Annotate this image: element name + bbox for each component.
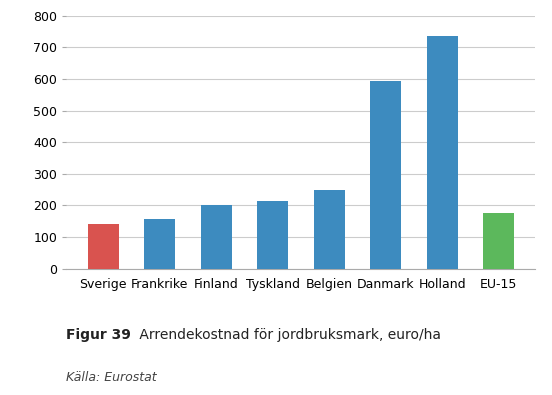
Bar [483, 213, 514, 269]
Bar [257, 201, 288, 269]
Bar [370, 81, 401, 269]
Text: Figur 39: Figur 39 [66, 328, 131, 342]
Bar [88, 224, 119, 269]
Bar [314, 190, 344, 269]
Bar [200, 205, 232, 269]
Text: Arrendekostnad för jordbruksmark, euro/ha: Arrendekostnad för jordbruksmark, euro/h… [135, 328, 441, 342]
Bar [144, 219, 175, 269]
Bar [427, 36, 458, 269]
Text: Källa: Eurostat: Källa: Eurostat [66, 371, 157, 384]
